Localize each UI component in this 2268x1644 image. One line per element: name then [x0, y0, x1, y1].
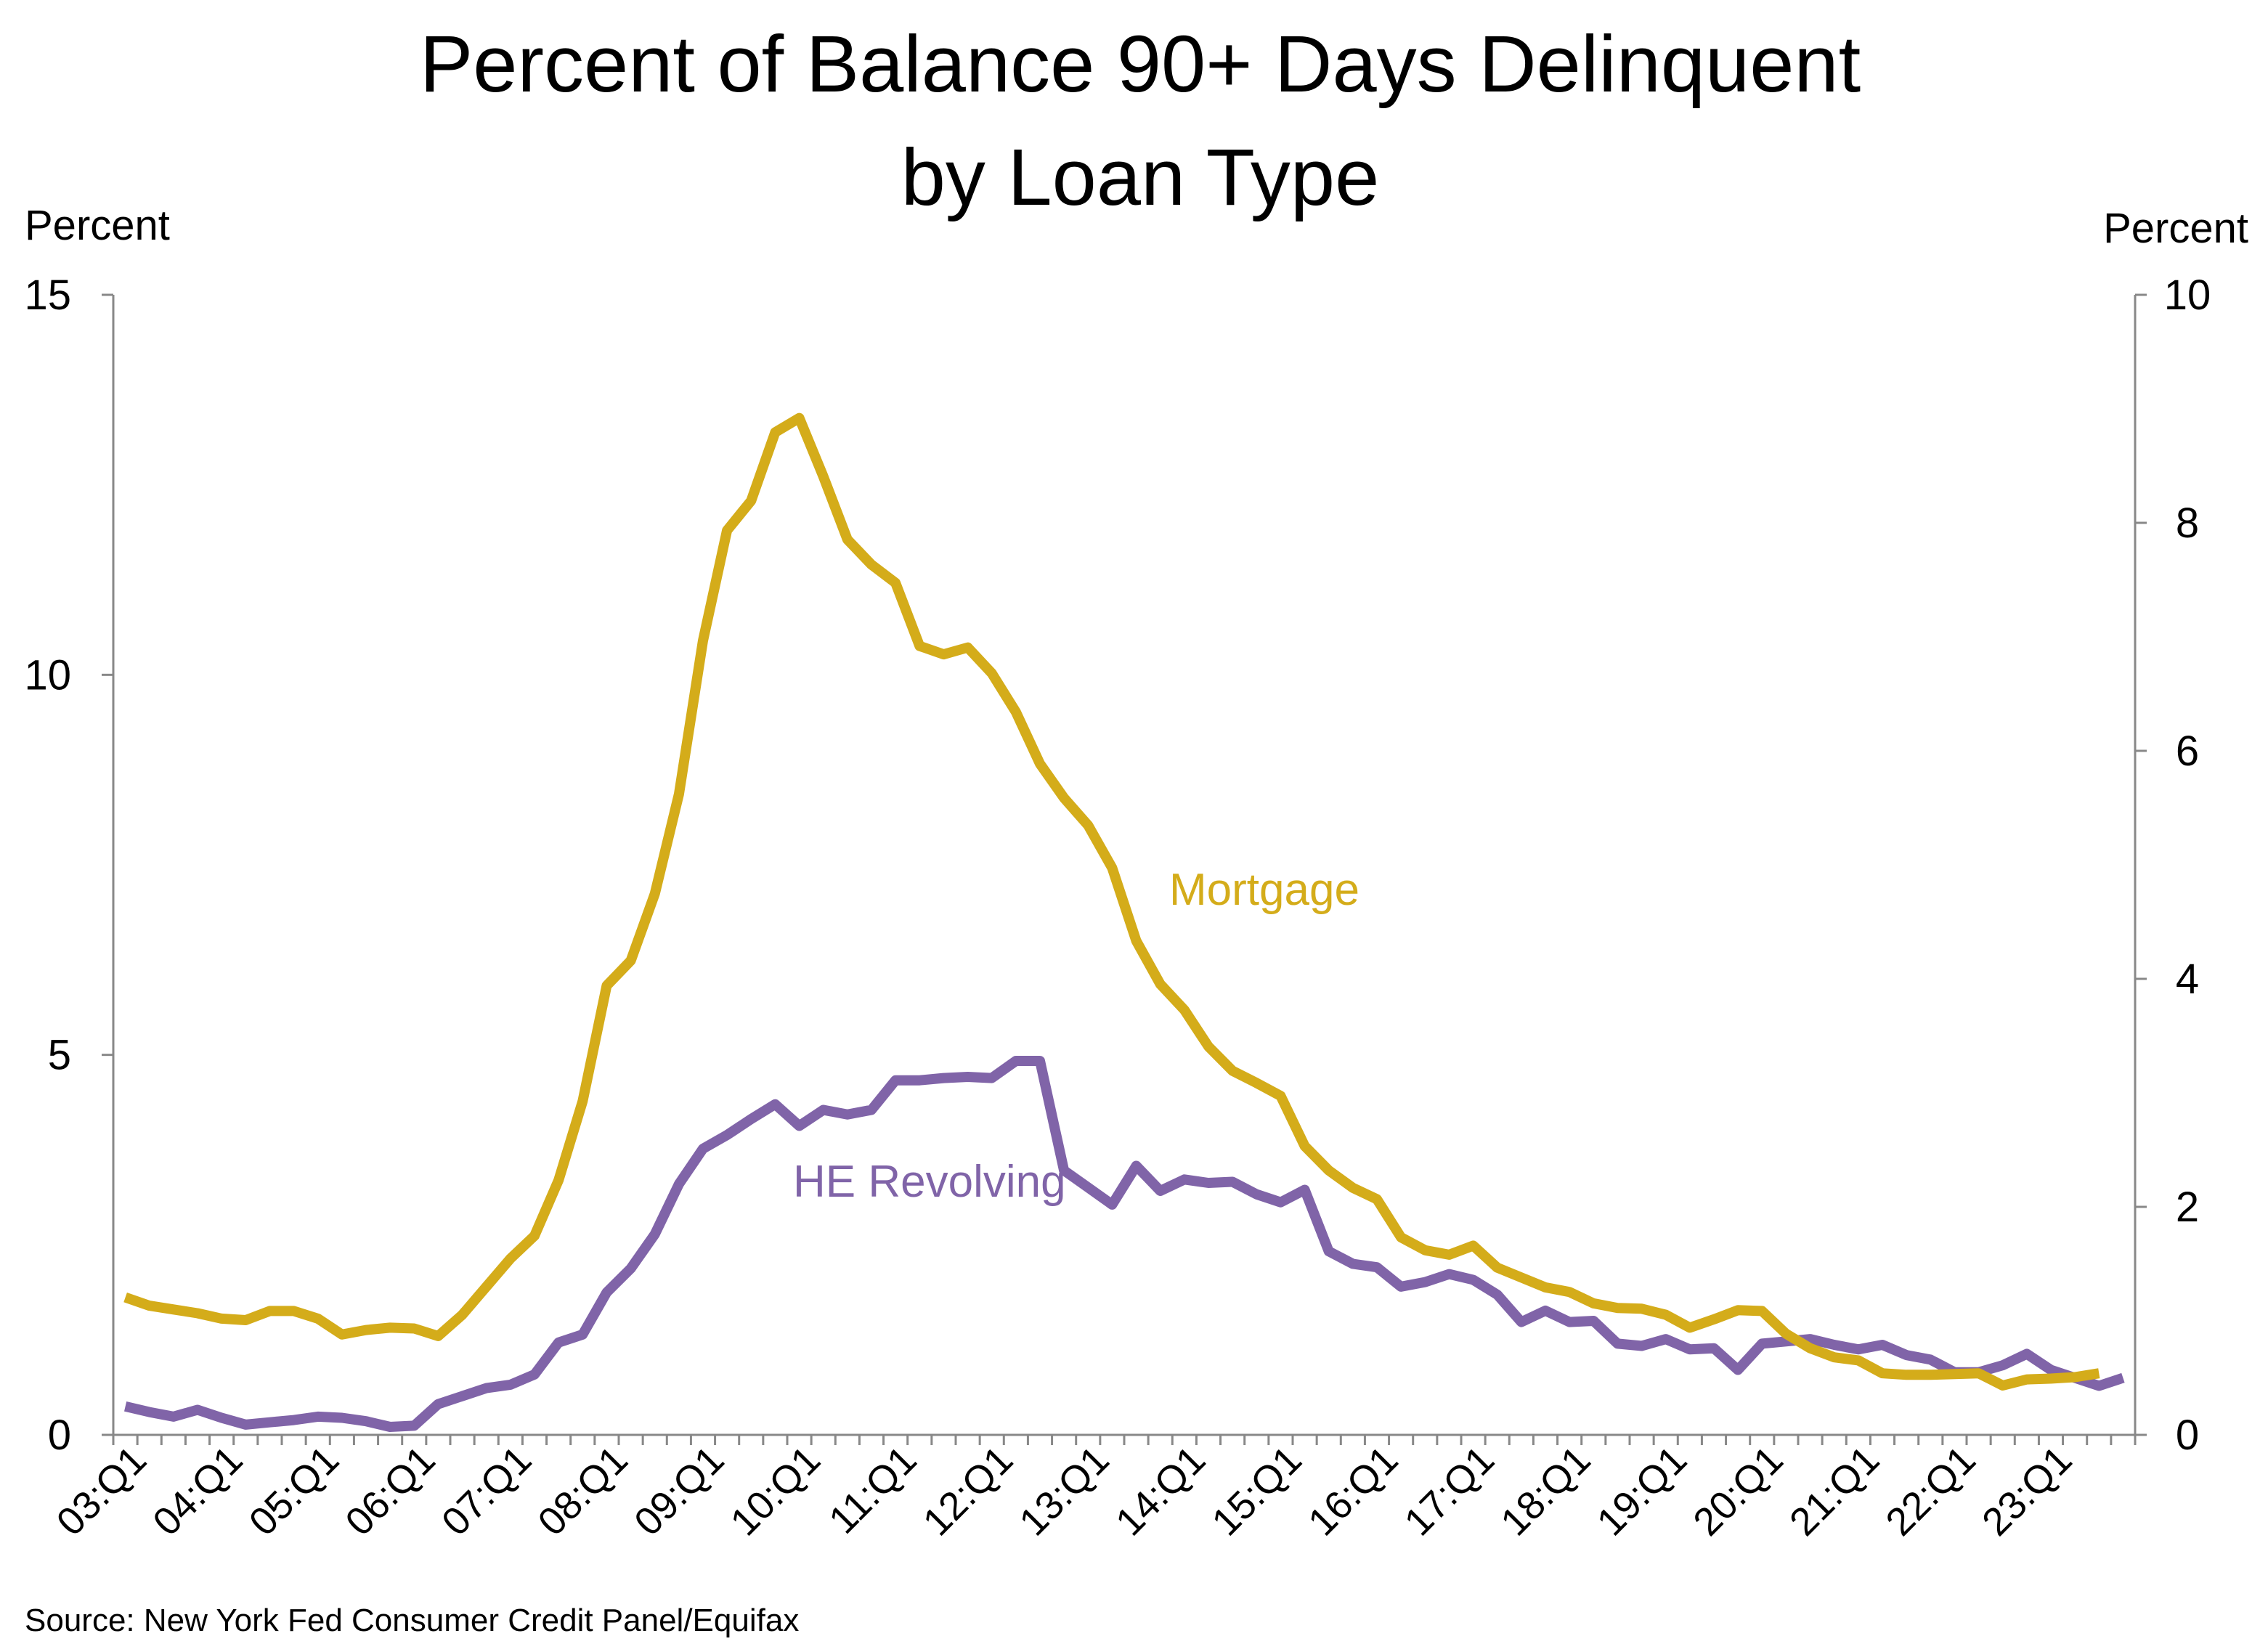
x-tick-label: 16:Q1: [1300, 1438, 1406, 1544]
left-tick-label: 10: [24, 651, 71, 699]
x-tick-label: 10:Q1: [723, 1438, 829, 1544]
x-tick-label: 05:Q1: [241, 1438, 347, 1544]
x-tick-label: 08:Q1: [529, 1438, 635, 1544]
left-tick-label: 5: [48, 1032, 71, 1079]
right-axis-unit: Percent: [2103, 205, 2248, 252]
x-tick-label: 17:Q1: [1397, 1438, 1503, 1544]
x-tick-label: 18:Q1: [1492, 1438, 1598, 1544]
right-tick-label: 2: [2176, 1184, 2199, 1231]
x-tick-label: 06:Q1: [337, 1438, 443, 1544]
x-tick-label: 19:Q1: [1589, 1438, 1695, 1544]
left-tick-label: 15: [24, 272, 71, 319]
series-layer: [123, 412, 2125, 1432]
chart-subtitle: by Loan Type: [901, 133, 1380, 222]
x-tick-label: 13:Q1: [1011, 1438, 1117, 1544]
series-line-mortgage: [123, 412, 2100, 1391]
x-tick-label: 11:Q1: [821, 1438, 925, 1542]
x-tick-label: 04:Q1: [145, 1438, 251, 1544]
he-revolving-label: HE Revolving: [793, 1157, 1066, 1207]
right-tick-label: 8: [2176, 500, 2199, 547]
right-tick-label: 4: [2176, 956, 2199, 1003]
series-line-he-revolving: [123, 1056, 2125, 1432]
x-tick-label: 21:Q1: [1781, 1438, 1887, 1544]
x-tick-label: 23:Q1: [1974, 1438, 2080, 1544]
mortgage-label: Mortgage: [1169, 865, 1359, 915]
x-tick-label: 09:Q1: [626, 1438, 732, 1544]
x-tick-label: 14:Q1: [1107, 1438, 1214, 1544]
right-tick-label: 10: [2164, 272, 2211, 319]
x-tick-label: 12:Q1: [915, 1438, 1021, 1544]
right-tick-label: 0: [2176, 1412, 2199, 1459]
left-axis-unit: Percent: [25, 202, 170, 249]
right-tick-label: 6: [2176, 728, 2199, 775]
axes: 051015024681003:Q104:Q105:Q106:Q107:Q108…: [24, 272, 2211, 1545]
x-tick-label: 07:Q1: [434, 1438, 540, 1544]
left-tick-label: 0: [48, 1412, 71, 1459]
x-tick-label: 22:Q1: [1877, 1438, 1983, 1544]
x-tick-label: 15:Q1: [1203, 1438, 1309, 1544]
source-note: Source: New York Fed Consumer Credit Pan…: [25, 1603, 799, 1638]
x-tick-label: 20:Q1: [1685, 1438, 1791, 1544]
chart-title: Percent of Balance 90+ Days Delinquent: [420, 20, 1861, 109]
